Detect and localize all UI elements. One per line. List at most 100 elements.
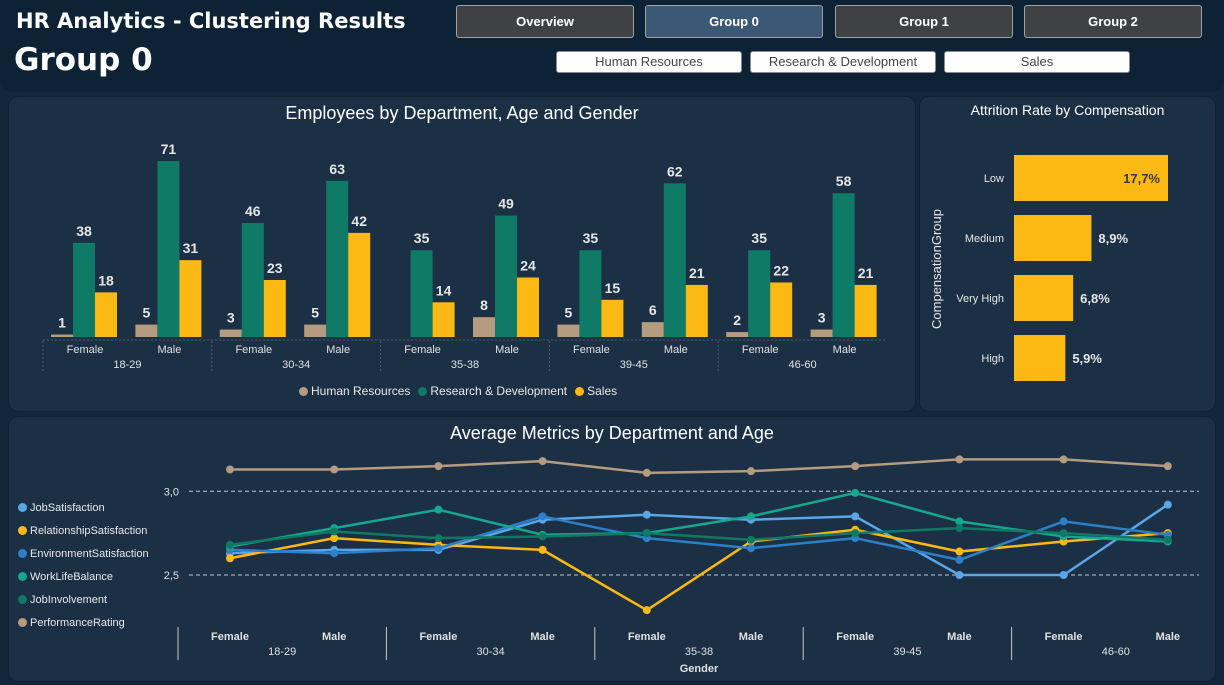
bar-sales-9 <box>854 284 877 337</box>
bar-human-resources-0 <box>51 334 73 337</box>
x-tick-gender-1: Male <box>157 344 181 356</box>
data-label-sales-3: 42 <box>351 213 367 229</box>
tab-group-1[interactable]: Group 1 <box>835 5 1013 38</box>
x-tick-gender-2: Female <box>235 344 272 356</box>
data-label-research-development-0: 38 <box>76 223 92 239</box>
legend-label-relationshipsatisfaction: RelationshipSatisfaction <box>30 524 148 537</box>
attrition-category-medium: Medium <box>965 233 1004 245</box>
data-label-sales-0: 18 <box>98 272 114 288</box>
point-performancerating-4 <box>642 468 651 477</box>
x-tick-age-3: 39-45 <box>620 359 648 371</box>
legend-item-hr: Human Resources <box>299 384 410 398</box>
filter-research-development[interactable]: Research & Development <box>750 51 936 73</box>
point-jobinvolvement-9 <box>1163 535 1172 544</box>
bar-research-development-4 <box>410 250 433 337</box>
employees-chart-legend: Human Resources Research & Development S… <box>299 384 621 398</box>
legend-dot-environmentsatisfaction <box>18 549 27 558</box>
legend-dot-jobsatisfaction <box>18 503 27 512</box>
legend-dot-jobinvolvement <box>18 595 27 604</box>
line-worklifebalance <box>229 491 1168 548</box>
x-tick-gender-4: Female <box>628 631 666 643</box>
point-performancerating-6 <box>851 462 860 471</box>
data-label-research-development-8: 35 <box>751 230 767 246</box>
attrition-category-high: High <box>981 353 1004 365</box>
attrition-bar-chart: Low 17,7% Medium 8,9% Very High 6,8% High 5,9% C… <box>929 155 1168 381</box>
point-jobinvolvement-6 <box>851 529 860 538</box>
legend-item-worklifebalance: WorkLifeBalance <box>18 565 149 588</box>
tab-group-0[interactable]: Group 0 <box>645 5 823 38</box>
attrition-category-low: Low <box>984 173 1004 185</box>
legend-label-performancerating: PerformanceRating <box>30 616 125 629</box>
point-performancerating-9 <box>1163 462 1172 471</box>
legend-item-rd: Research & Development <box>418 384 567 398</box>
attrition-bar-high <box>1014 335 1066 381</box>
x-tick-age-1: 30-34 <box>282 359 310 371</box>
bar-human-resources-5 <box>473 317 495 337</box>
bar-sales-5 <box>517 277 539 337</box>
point-relationshipsatisfaction-0 <box>226 554 234 563</box>
filter-sales[interactable]: Sales <box>944 51 1130 73</box>
metrics-line-chart: 2,5 3,0 Female Male Female Male Female Male Fema… <box>164 455 1199 675</box>
data-label-research-development-1: 71 <box>161 141 177 157</box>
data-label-sales-1: 31 <box>183 240 199 256</box>
point-jobinvolvement-7 <box>955 524 964 533</box>
bar-research-development-8 <box>748 250 771 337</box>
point-performancerating-5 <box>747 467 755 476</box>
legend-item-environmentsatisfaction: EnvironmentSatisfaction <box>18 542 149 565</box>
x-tick-gender-7: Male <box>947 631 971 643</box>
point-environmentsatisfaction-8 <box>1059 517 1068 526</box>
metrics-chart-panel: Average Metrics by Department and Age 2,… <box>8 416 1216 682</box>
x-tick-gender-7: Male <box>664 344 688 356</box>
app-title: HR Analytics - Clustering Results <box>16 9 406 33</box>
bar-human-resources-9 <box>810 329 833 337</box>
x-tick-age-0: 18-29 <box>113 359 141 371</box>
point-jobinvolvement-1 <box>330 527 339 536</box>
legend-item-sales: Sales <box>575 384 617 398</box>
attrition-label-low: 17,7% <box>1123 171 1160 186</box>
point-jobsatisfaction-7 <box>955 571 964 579</box>
metrics-chart-legend: JobSatisfaction RelationshipSatisfaction… <box>18 496 153 634</box>
data-label-research-development-9: 58 <box>836 173 852 189</box>
point-worklifebalance-7 <box>955 517 964 526</box>
employees-bar-chart: 13818Female57131Male34623Female56342Male… <box>42 141 887 373</box>
data-label-human-resources-7: 6 <box>649 302 657 318</box>
bar-research-development-0 <box>73 242 95 337</box>
point-environmentsatisfaction-1 <box>330 549 339 558</box>
data-label-research-development-5: 49 <box>498 196 514 212</box>
bar-human-resources-8 <box>726 332 749 337</box>
bar-sales-1 <box>179 260 202 337</box>
data-label-sales-9: 21 <box>858 265 874 281</box>
group-title: Group 0 <box>14 42 153 78</box>
x-tick-gender-4: Female <box>404 344 441 356</box>
point-worklifebalance-2 <box>434 505 443 514</box>
legend-dot-hr <box>299 386 308 396</box>
x-tick-gender-1: Male <box>322 631 346 643</box>
y-tick-label-0: 2,5 <box>164 570 179 582</box>
tab-overview[interactable]: Overview <box>456 5 634 38</box>
point-jobinvolvement-5 <box>747 535 755 544</box>
x-tick-age-2: 35-38 <box>685 646 713 658</box>
legend-item-relationshipsatisfaction: RelationshipSatisfaction <box>18 519 149 542</box>
attrition-y-axis-label: CompensationGroup <box>929 209 944 329</box>
data-label-human-resources-9: 3 <box>818 310 826 326</box>
data-label-human-resources-5: 8 <box>480 297 488 313</box>
header-bar: HR Analytics - Clustering Results Group … <box>0 0 1224 92</box>
attrition-category-very-high: Very High <box>956 293 1004 305</box>
x-tick-gender-0: Female <box>67 344 104 356</box>
line-jobinvolvement <box>229 526 1168 547</box>
point-jobinvolvement-0 <box>226 540 234 549</box>
point-relationshipsatisfaction-3 <box>538 545 547 554</box>
x-tick-age-4: 46-60 <box>1102 646 1130 658</box>
data-label-research-development-4: 35 <box>414 230 430 246</box>
filter-human-resources[interactable]: Human Resources <box>556 51 742 73</box>
tab-group-2[interactable]: Group 2 <box>1024 5 1202 38</box>
x-tick-age-3: 39-45 <box>893 646 921 658</box>
legend-item-performancerating: PerformanceRating <box>18 611 149 634</box>
x-tick-age-2: 35-38 <box>451 359 479 371</box>
y-tick-label-1: 3,0 <box>164 486 179 498</box>
x-tick-gender-8: Female <box>1045 631 1083 643</box>
x-tick-age-1: 30-34 <box>477 646 505 658</box>
bar-human-resources-1 <box>135 324 158 337</box>
point-jobinvolvement-4 <box>642 529 651 538</box>
x-tick-gender-6: Female <box>836 631 874 643</box>
